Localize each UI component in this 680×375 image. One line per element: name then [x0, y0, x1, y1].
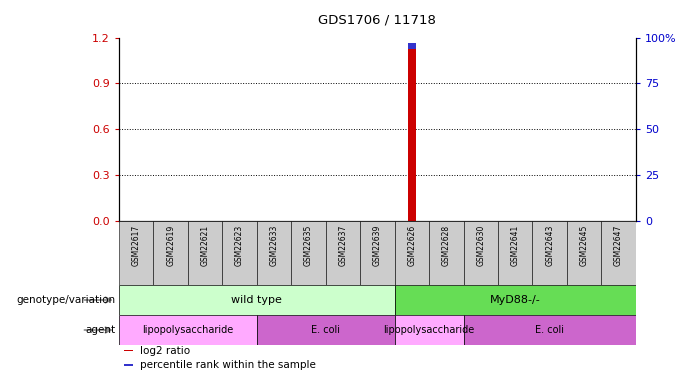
- Bar: [567, 221, 601, 285]
- Bar: [394, 315, 464, 345]
- Bar: [188, 221, 222, 285]
- Text: wild type: wild type: [231, 295, 282, 305]
- Text: GDS1706 / 11718: GDS1706 / 11718: [318, 13, 437, 26]
- Text: GSM22647: GSM22647: [614, 224, 623, 266]
- Text: GSM22623: GSM22623: [235, 224, 244, 266]
- Bar: [291, 221, 326, 285]
- Text: GSM22645: GSM22645: [579, 224, 589, 266]
- Text: GSM22633: GSM22633: [269, 224, 279, 266]
- Text: E. coli: E. coli: [535, 325, 564, 335]
- Bar: [124, 350, 133, 351]
- Bar: [407, 43, 416, 49]
- Text: GSM22619: GSM22619: [166, 224, 175, 266]
- Text: GSM22626: GSM22626: [407, 224, 416, 266]
- Text: MyD88-/-: MyD88-/-: [490, 295, 541, 305]
- Bar: [119, 221, 154, 285]
- Bar: [464, 315, 636, 345]
- Bar: [154, 221, 188, 285]
- Text: log2 ratio: log2 ratio: [139, 346, 190, 355]
- Text: E. coli: E. coli: [311, 325, 340, 335]
- Bar: [124, 364, 133, 366]
- Text: GSM22639: GSM22639: [373, 224, 382, 266]
- Text: GSM22641: GSM22641: [511, 224, 520, 266]
- Bar: [407, 48, 416, 221]
- Text: GSM22643: GSM22643: [545, 224, 554, 266]
- Bar: [498, 221, 532, 285]
- Bar: [394, 221, 429, 285]
- Text: percentile rank within the sample: percentile rank within the sample: [139, 360, 316, 370]
- Text: GSM22635: GSM22635: [304, 224, 313, 266]
- Text: GSM22630: GSM22630: [476, 224, 486, 266]
- Bar: [532, 221, 567, 285]
- Bar: [394, 285, 636, 315]
- Text: GSM22637: GSM22637: [339, 224, 347, 266]
- Bar: [429, 221, 464, 285]
- Text: lipopolysaccharide: lipopolysaccharide: [384, 325, 475, 335]
- Bar: [464, 221, 498, 285]
- Text: GSM22621: GSM22621: [201, 224, 209, 266]
- Bar: [119, 285, 394, 315]
- Bar: [257, 315, 394, 345]
- Bar: [601, 221, 636, 285]
- Bar: [360, 221, 394, 285]
- Bar: [257, 221, 291, 285]
- Bar: [119, 315, 257, 345]
- Bar: [326, 221, 360, 285]
- Text: GSM22617: GSM22617: [132, 224, 141, 266]
- Text: GSM22628: GSM22628: [442, 224, 451, 266]
- Text: lipopolysaccharide: lipopolysaccharide: [142, 325, 233, 335]
- Text: agent: agent: [86, 325, 116, 335]
- Text: genotype/variation: genotype/variation: [16, 295, 116, 305]
- Bar: [222, 221, 257, 285]
